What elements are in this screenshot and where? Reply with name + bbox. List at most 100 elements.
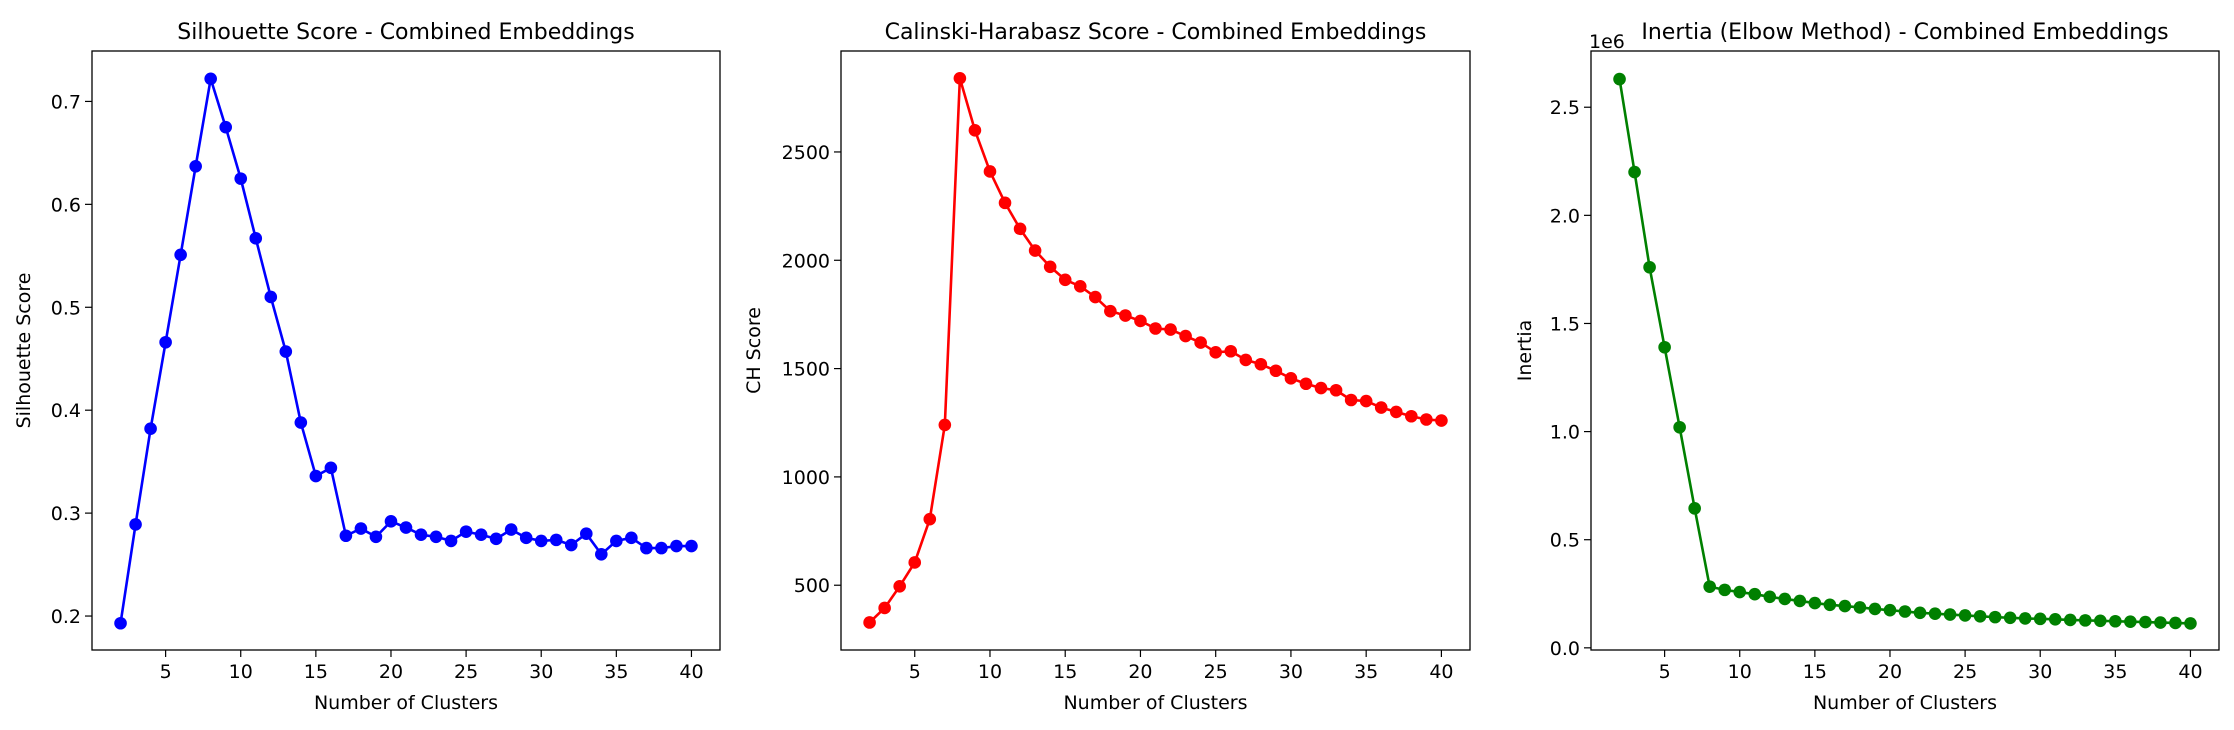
plot-frame [840,50,1471,651]
data-point [1778,592,1792,606]
data-point [1164,323,1177,336]
y-axis-label: Inertia [1514,320,1536,382]
x-tick-label: 40 [1429,661,1453,683]
data-point [998,196,1012,210]
y-tick-label: 2500 [782,142,830,164]
data-point [953,71,967,85]
y-tick-label: 0.4 [51,400,81,422]
chart-panel-1: Silhouette Score - Combined Embeddings 5 1… [13,20,721,714]
y-axis-label: Silhouette Score [13,273,35,429]
data-point [264,290,278,304]
data-point [1149,322,1162,335]
data-point [2184,617,2197,630]
data-point [219,120,233,134]
data-point [878,601,891,615]
data-point [429,530,443,544]
data-point [1688,502,1701,515]
x-tick-label: 5 [1659,661,1671,683]
data-point [1763,590,1777,604]
data-point [234,172,248,185]
series-line [1618,78,2191,625]
data-point [1823,598,1837,612]
x-tick-label: 40 [679,661,703,683]
data-point [1224,344,1238,358]
y-axis-label: CH Score [743,307,765,394]
data-point [2169,616,2182,630]
chart-title: Inertia (Elbow Method) - Combined Embedd… [1641,20,2168,45]
series-line [868,76,1442,624]
data-point [384,515,398,528]
data-point [625,531,638,545]
data-point [369,530,383,544]
data-point [1793,594,1807,608]
data-point [1329,383,1343,397]
data-point [2139,615,2152,629]
data-point [249,232,263,245]
data-point [2109,614,2122,628]
chart-title: Calinski-Harabasz Score - Combined Embed… [885,20,1427,45]
data-point [1194,336,1207,349]
data-point [938,418,952,432]
data-point [1658,340,1671,354]
data-point [339,529,353,543]
data-point [414,528,428,542]
x-tick-label: 10 [1728,661,1752,683]
x-tick-label: 10 [229,661,253,683]
data-point [564,538,578,552]
x-tick-label: 20 [1878,661,1902,683]
data-point [1104,304,1117,318]
y-tick-label: 2000 [782,250,830,272]
data-point [549,533,563,547]
data-point [1179,329,1192,343]
data-point [670,539,683,553]
data-point [504,523,518,536]
data-point [129,518,142,531]
data-point [1028,244,1042,257]
data-point [1299,377,1313,391]
data-point [1089,290,1102,304]
data-point [1748,587,1762,601]
data-point [863,616,876,629]
data-point [309,469,323,483]
y-tick-label: 500 [794,575,830,597]
data-point [1913,606,1927,620]
data-point [1344,393,1358,407]
y-tick-label: 0.0 [1550,638,1580,660]
data-point [1718,583,1732,597]
data-point [1988,610,2002,624]
x-tick-label: 5 [909,661,921,683]
data-point [1314,381,1328,395]
chart-panel-3: Inertia (Elbow Method) - Combined Embedd… [1514,20,2220,714]
data-point [1883,603,1897,617]
data-point [1420,413,1433,426]
data-point [1898,605,1912,618]
x-tick-label: 15 [1803,661,1827,683]
data-point [2154,616,2167,629]
chart-title: Silhouette Score - Combined Embeddings [177,20,634,45]
x-axis-label: Number of Clusters [1063,692,1247,714]
data-point [2003,611,2017,625]
y-tick-label: 2.5 [1550,97,1580,119]
data-point [1269,364,1283,378]
data-point [144,422,157,436]
data-point [1643,260,1656,274]
data-point [1853,601,1867,614]
data-point [1134,314,1147,328]
data-point [1733,585,1747,599]
x-tick-label: 35 [2103,661,2127,683]
data-point [1673,420,1686,434]
x-tick-label: 10 [978,661,1002,683]
data-point [2033,612,2047,626]
data-point [579,527,593,540]
data-point [1209,346,1222,359]
data-point [174,248,187,262]
data-point [1838,599,1852,613]
data-point [1239,353,1253,367]
data-point [968,123,982,137]
y-tick-label: 0.6 [51,194,81,216]
data-point [534,534,548,548]
y-tick-label: 1500 [782,359,830,381]
data-point [2124,615,2137,628]
data-point [1043,260,1057,274]
